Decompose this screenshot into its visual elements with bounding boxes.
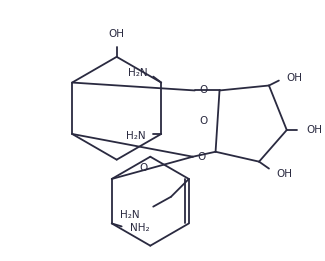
Text: O: O xyxy=(200,85,208,96)
Text: OH: OH xyxy=(287,73,303,82)
Text: H₂N: H₂N xyxy=(126,131,145,141)
Text: OH: OH xyxy=(277,169,293,179)
Text: OH: OH xyxy=(306,125,322,135)
Text: O: O xyxy=(139,163,147,173)
Text: H₂N: H₂N xyxy=(128,68,147,78)
Text: O: O xyxy=(200,116,208,126)
Text: OH: OH xyxy=(109,29,125,39)
Text: NH₂: NH₂ xyxy=(130,223,149,233)
Text: H₂N: H₂N xyxy=(120,210,139,220)
Text: O: O xyxy=(198,152,206,162)
